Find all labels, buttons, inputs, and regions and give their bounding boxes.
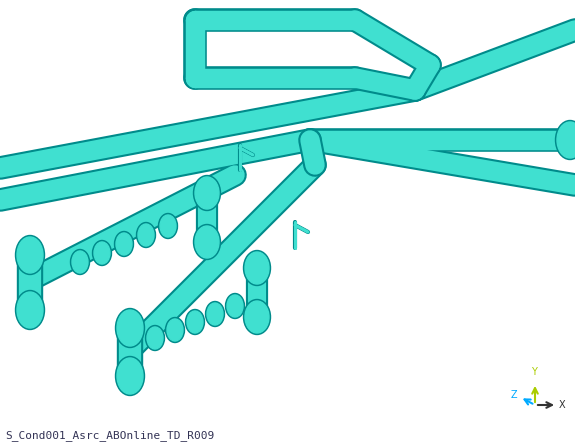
Text: Z: Z	[511, 390, 518, 400]
Text: Y: Y	[531, 367, 537, 377]
Ellipse shape	[195, 226, 219, 258]
Ellipse shape	[225, 293, 244, 319]
Ellipse shape	[245, 252, 269, 284]
Ellipse shape	[136, 222, 155, 248]
Ellipse shape	[167, 319, 183, 341]
Ellipse shape	[72, 251, 88, 273]
Ellipse shape	[138, 224, 154, 246]
Ellipse shape	[117, 310, 143, 346]
Ellipse shape	[555, 121, 575, 160]
Ellipse shape	[116, 233, 132, 255]
Ellipse shape	[17, 237, 43, 273]
Ellipse shape	[17, 292, 43, 328]
Ellipse shape	[117, 358, 143, 394]
Text: X: X	[559, 400, 566, 410]
Ellipse shape	[94, 242, 110, 264]
Ellipse shape	[160, 215, 176, 237]
Ellipse shape	[557, 122, 575, 158]
Ellipse shape	[71, 249, 90, 274]
Ellipse shape	[114, 232, 133, 256]
Ellipse shape	[186, 309, 205, 335]
Ellipse shape	[16, 236, 44, 274]
Ellipse shape	[187, 311, 203, 333]
Ellipse shape	[194, 225, 220, 259]
Ellipse shape	[166, 317, 185, 343]
Ellipse shape	[227, 295, 243, 317]
Ellipse shape	[159, 213, 178, 239]
Ellipse shape	[243, 300, 270, 335]
Ellipse shape	[205, 301, 224, 327]
Ellipse shape	[116, 309, 144, 347]
Text: S_Cond001_Asrc_ABOnline_TD_R009: S_Cond001_Asrc_ABOnline_TD_R009	[5, 430, 214, 441]
Ellipse shape	[116, 357, 144, 396]
Ellipse shape	[245, 301, 269, 333]
Ellipse shape	[145, 325, 164, 351]
Ellipse shape	[93, 240, 112, 266]
Ellipse shape	[243, 251, 270, 286]
Ellipse shape	[16, 290, 44, 329]
Ellipse shape	[207, 303, 223, 325]
Ellipse shape	[194, 175, 220, 210]
Ellipse shape	[195, 177, 219, 209]
Ellipse shape	[147, 327, 163, 349]
